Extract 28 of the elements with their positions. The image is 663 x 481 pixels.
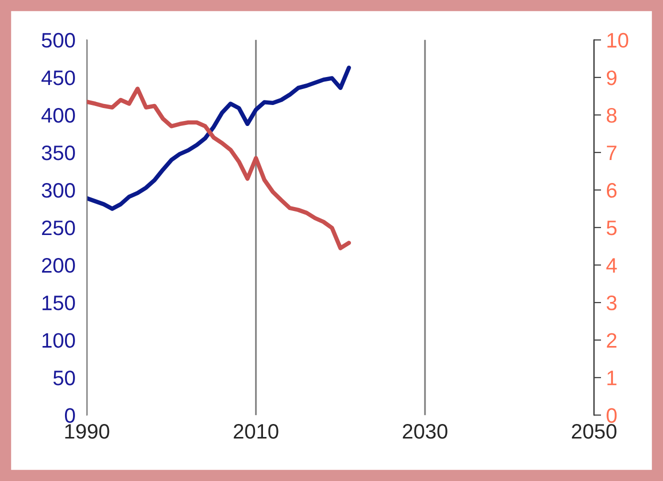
y2-tick-label: 4 (606, 258, 617, 273)
y-tick-label: 150 (42, 296, 75, 310)
x-tick-label: 2050 (572, 424, 616, 439)
y2-tick-label: 5 (606, 220, 617, 236)
y2-tick-label: 6 (606, 182, 617, 198)
x-tick-label: 2030 (402, 424, 448, 439)
y2-tick-label: 0 (606, 408, 617, 423)
y-tick-label: 450 (41, 70, 75, 86)
y2-tick-label: 7 (606, 146, 616, 160)
y2-tick-label: 1 (607, 370, 616, 386)
y-tick-label: 100 (42, 333, 75, 348)
y-tick-label: 350 (42, 145, 75, 160)
y2-tick-label: 8 (606, 108, 617, 123)
y-tick-label: 50 (53, 370, 75, 386)
x-tick-label: 2010 (234, 424, 278, 439)
x-tick-label: 1990 (65, 424, 110, 439)
y-tick-label: 0 (64, 408, 75, 423)
y2-tick-label: 3 (606, 296, 617, 310)
y-tick-label: 500 (42, 32, 75, 48)
y-tick-label: 400 (41, 108, 75, 123)
line-series (86, 66, 351, 211)
y-tick-label: 200 (42, 258, 75, 273)
y-tick-label: 250 (42, 220, 75, 236)
y2-tick-label: 10 (607, 32, 628, 48)
y-tick-label: 300 (42, 182, 75, 198)
y2-tick-label: 9 (606, 70, 616, 86)
line-series (86, 86, 351, 250)
y2-tick-label: 2 (606, 333, 616, 348)
